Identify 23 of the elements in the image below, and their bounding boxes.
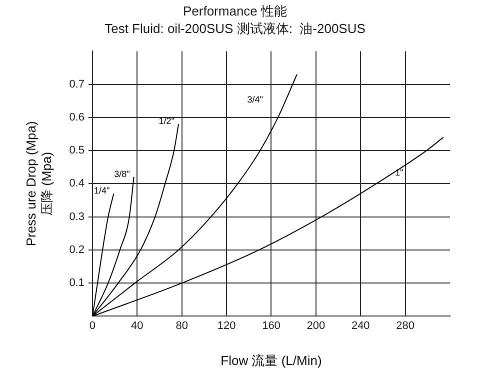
x-tick-label: 0	[89, 320, 96, 332]
y-tick-label: 0.5	[69, 144, 84, 157]
text: 3/4"	[247, 94, 263, 104]
x-tick-label: 160	[262, 320, 280, 332]
series-label: 1/4"	[94, 186, 110, 196]
x-tick-label: 80	[176, 320, 188, 332]
chart-title: Performance 性能	[182, 3, 288, 18]
x-tick-label: 240	[351, 320, 370, 332]
y-tick-label: 0.2	[69, 244, 84, 256]
y-tick-label: 0.7	[69, 78, 84, 90]
x-tick-label: 120	[217, 320, 236, 332]
series-label: 1/2"	[158, 116, 175, 126]
x-tick-label: 280	[396, 320, 414, 332]
y-tick-label: 0.1	[69, 277, 84, 290]
x-tick-label: 200	[306, 320, 326, 332]
y-tick-label: 0.6	[69, 111, 84, 124]
x-tick-label: 40	[131, 320, 144, 332]
y-tick-label: 0.3	[69, 210, 84, 223]
y-axis-title: Press ure Drop (Mpa) 压降 (Mpa)	[23, 121, 54, 246]
y-tick-label: 0.4	[69, 178, 84, 190]
chart-subtitle: Test Fluid: oil-200SUS 测试液体: 油-200SUS	[104, 20, 366, 36]
series-label: 3/8"	[114, 169, 130, 180]
x-axis-title: Flow 流量 (L/Min)	[220, 352, 322, 368]
